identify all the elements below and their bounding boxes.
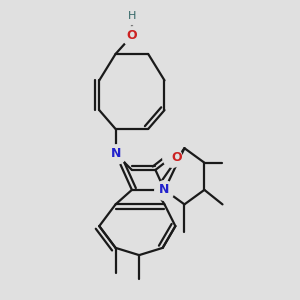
Text: O: O — [172, 151, 182, 164]
Text: N: N — [110, 147, 121, 160]
Text: H: H — [128, 11, 136, 21]
Text: O: O — [127, 29, 137, 42]
Text: N: N — [159, 183, 170, 196]
